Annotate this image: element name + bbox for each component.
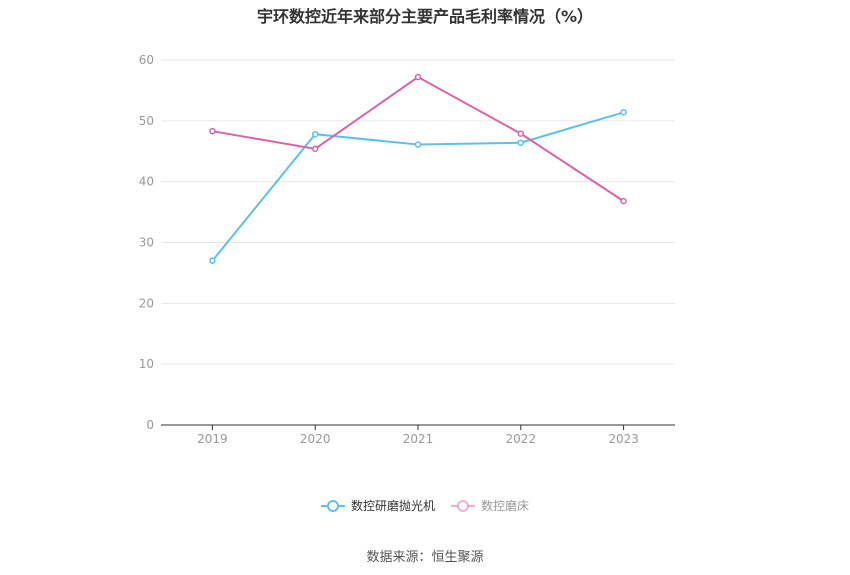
y-tick-label: 0 [146, 418, 154, 432]
data-point-series-2[interactable] [620, 197, 627, 205]
legend-marker-series-1 [320, 499, 345, 512]
series-lines [209, 73, 627, 264]
x-tick-label: 2019 [197, 432, 228, 446]
data-point-series-2[interactable] [414, 73, 422, 81]
chart-title: 宇环数控近年来部分主要产品毛利率情况（%） [256, 7, 594, 26]
y-tick-label: 30 [139, 236, 154, 250]
legend-label-series-1: 数控研磨抛光机 [350, 499, 435, 513]
data-point-series-1[interactable] [517, 139, 525, 146]
x-tick-label: 2021 [403, 432, 434, 446]
data-point-series-1[interactable] [414, 141, 422, 148]
series-line-1 [211, 111, 624, 262]
legend-label-series-2: 数控磨床 [481, 499, 530, 513]
x-tick-label: 2022 [506, 432, 537, 446]
data-point-series-1[interactable] [209, 257, 216, 264]
legend: 数控研磨抛光机 数控磨床 [0, 497, 850, 514]
y-tick-label: 10 [139, 357, 154, 371]
axes: 0 10 20 30 40 50 60 2019 2020 2021 2022 2023 [139, 53, 675, 446]
legend-marker-series-2 [451, 499, 475, 512]
source-note: 数据来源：恒生聚源 [366, 550, 484, 565]
x-tick-label: 2020 [300, 432, 331, 446]
data-point-series-2[interactable] [209, 127, 216, 135]
x-tick-label: 2023 [608, 432, 639, 446]
data-point-series-2[interactable] [517, 130, 525, 137]
data-point-series-1[interactable] [311, 130, 319, 138]
series-line-2 [212, 75, 625, 202]
y-tick-label: 20 [139, 296, 154, 310]
legend-item-series-2[interactable]: 数控磨床 [451, 497, 529, 514]
y-tick-label: 40 [139, 175, 154, 189]
data-point-series-2[interactable] [311, 145, 319, 153]
data-point-series-1[interactable] [620, 109, 627, 116]
y-tick-label: 50 [139, 114, 154, 128]
line-chart: 0 10 20 30 40 50 60 2019 2020 2021 2022 2023 [139, 53, 675, 446]
legend-item-series-1[interactable]: 数控研磨抛光机 [320, 497, 435, 514]
y-tick-label: 60 [139, 53, 154, 67]
grid-lines [161, 59, 675, 365]
